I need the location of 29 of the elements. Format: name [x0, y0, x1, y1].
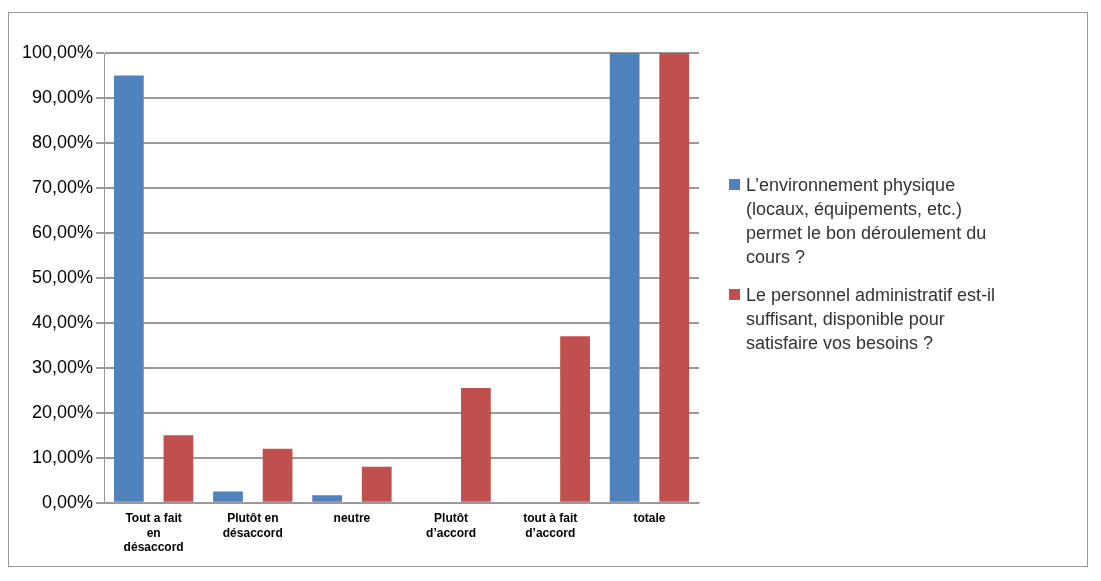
- y-tick-label: 80,00%: [32, 131, 94, 152]
- bar: [609, 53, 640, 502]
- bar: [163, 435, 194, 502]
- bar: [312, 495, 343, 502]
- y-tick-label: 10,00%: [32, 446, 94, 467]
- bar: [113, 75, 144, 502]
- y-tick-label: 50,00%: [32, 266, 94, 287]
- legend-label: L’environnement physique (locaux, équipements, etc.) permet le bon déroulement du cours ?: [746, 174, 988, 269]
- x-tick-label: totale: [633, 511, 666, 526]
- bar: [361, 466, 392, 502]
- y-tick-label: 0,00%: [42, 491, 94, 512]
- y-tick-label: 100,00%: [22, 41, 94, 62]
- legend-label: Le personnel administratif est-il suffisant, disponible pour satisfaire vos besoins ?: [746, 284, 997, 355]
- bar: [461, 388, 491, 502]
- y-tick-label: 90,00%: [32, 86, 94, 107]
- x-tick-label: tout à fait d’accord: [523, 511, 578, 540]
- y-tick-label: 70,00%: [32, 176, 94, 197]
- bar: [659, 53, 690, 502]
- y-tick-label: 60,00%: [32, 221, 94, 242]
- y-tick-label: 30,00%: [32, 356, 94, 377]
- bar: [262, 448, 293, 502]
- x-tick-label: Plutôt en désaccord: [222, 511, 283, 540]
- y-tick-label: 20,00%: [32, 401, 94, 422]
- x-tick-label: Tout a fait en désaccord: [123, 511, 184, 555]
- bar: [560, 336, 590, 502]
- x-tick-label: neutre: [333, 511, 371, 526]
- bar: [213, 491, 243, 502]
- y-tick-label: 40,00%: [32, 311, 94, 332]
- x-tick-label: Plutôt d’accord: [426, 511, 477, 540]
